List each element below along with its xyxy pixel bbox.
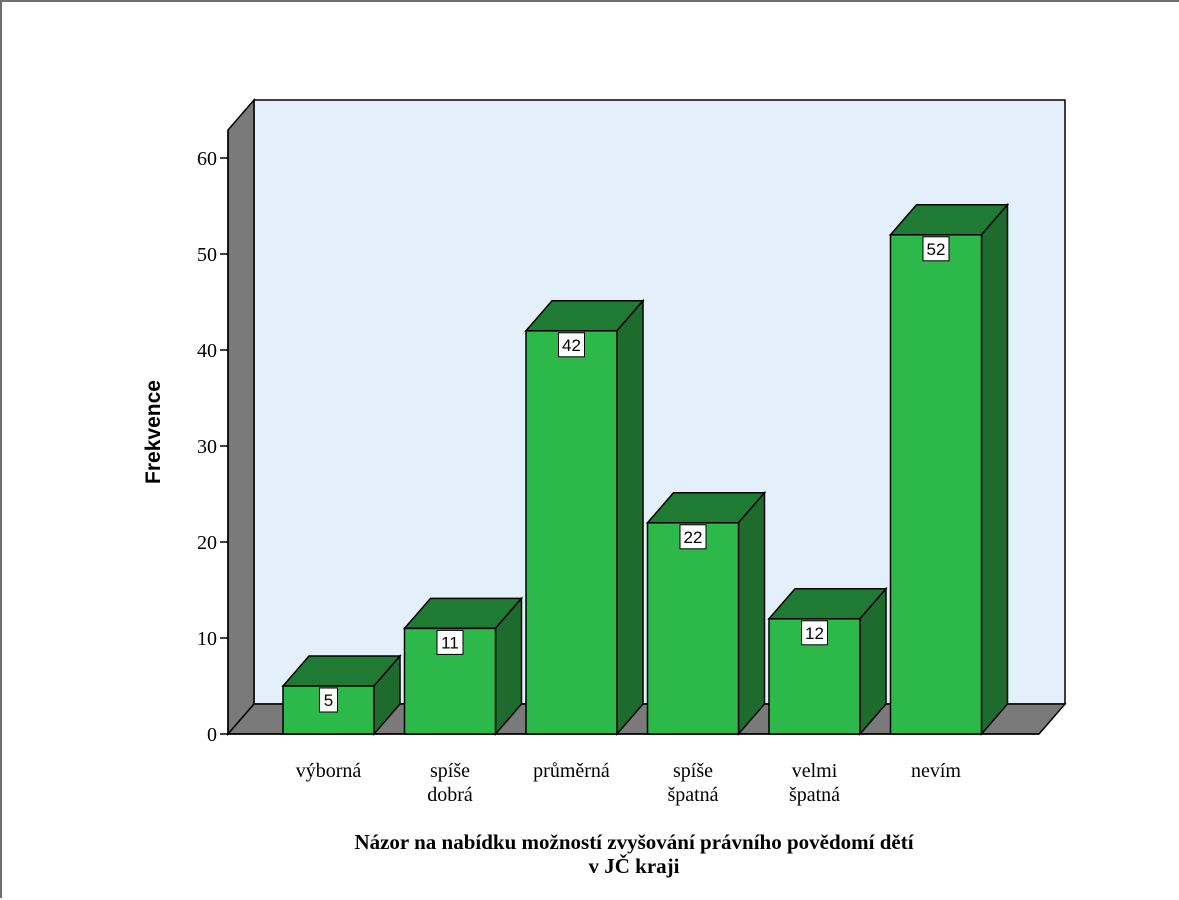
bar: 12: [767, 586, 888, 737]
y-tick-label: 40: [197, 340, 217, 362]
x-category-label: průměrná: [533, 760, 610, 782]
y-axis-ticks: 0 10 20 30 40 50 60: [197, 148, 228, 746]
y-axis-label: Frekvence: [142, 380, 165, 484]
left-wall: [227, 97, 255, 737]
bar: 42: [524, 298, 645, 737]
y-tick-label: 0: [207, 724, 217, 746]
value-label-box: [558, 332, 585, 358]
bar-front-face: [646, 522, 740, 735]
value-label-box: [436, 629, 464, 655]
y-tick-label: 30: [197, 436, 217, 458]
x-category-label: špatná: [789, 784, 840, 806]
x-category-label: špatná: [667, 784, 718, 806]
bar: 22: [645, 490, 767, 737]
value-label-box: [922, 236, 950, 262]
bar: 52: [888, 202, 1010, 737]
bar-side-face: [616, 298, 644, 737]
value-label: 22: [684, 528, 703, 547]
y-tick-label: 60: [197, 148, 217, 170]
value-label-box: [801, 620, 828, 646]
x-category-label: dobrá: [427, 784, 473, 806]
value-label: 11: [441, 633, 459, 652]
y-tick-label: 20: [197, 532, 217, 554]
x-category-label: spíše: [430, 760, 470, 782]
value-label: 12: [805, 624, 824, 643]
x-category-label: výborná: [296, 760, 362, 782]
value-label-box: [679, 524, 707, 550]
bar: 11: [402, 596, 524, 737]
bar-front-face: [525, 330, 618, 735]
x-category-label: nevím: [911, 760, 961, 782]
y-tick-label: 50: [197, 244, 217, 266]
bar-side-face: [980, 202, 1009, 737]
value-label: 52: [927, 240, 946, 259]
x-axis-label-line2: v JČ kraji: [589, 854, 680, 878]
value-label-box: [319, 687, 338, 713]
y-tick-label: 10: [197, 628, 217, 650]
bars: 5 11 42 22 12 52: [281, 202, 1010, 737]
value-label: 5: [324, 691, 333, 710]
bar-front-face: [889, 234, 983, 735]
bar: 5: [281, 653, 402, 737]
x-category-label: velmi: [792, 760, 838, 782]
bar-side-face: [737, 490, 766, 737]
x-axis-label-line1: Názor na nabídku možností zvyšování práv…: [354, 830, 914, 854]
value-label: 42: [562, 336, 581, 355]
x-category-label: spíše: [673, 760, 713, 782]
